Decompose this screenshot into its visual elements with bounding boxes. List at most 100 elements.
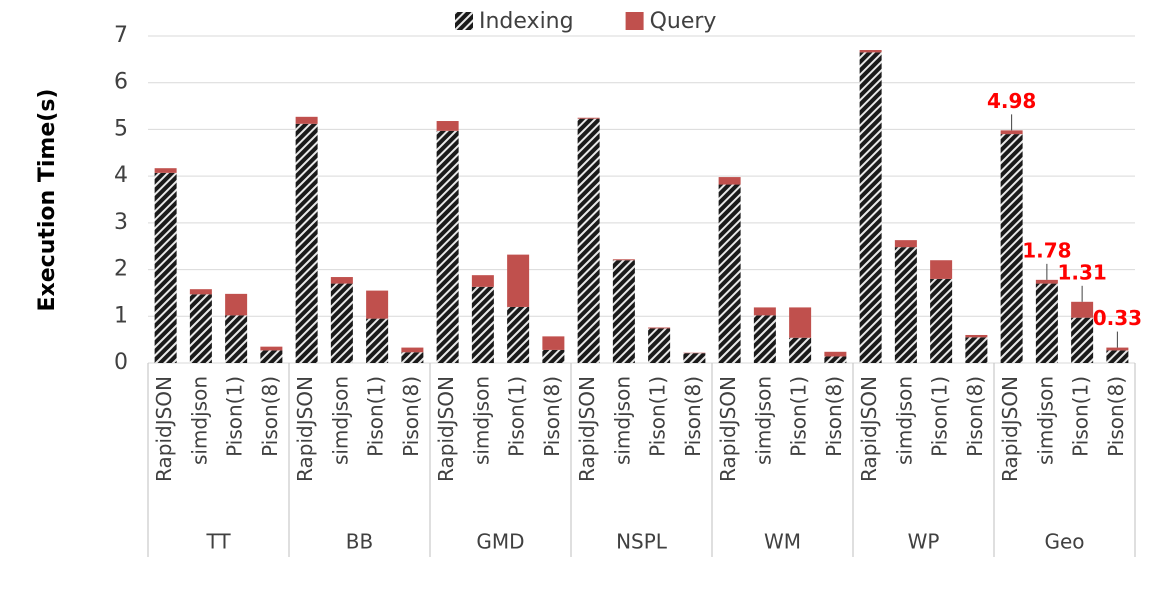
y-tick-label: 6	[114, 70, 128, 95]
group-label: GMD	[476, 530, 524, 554]
bar-segment	[190, 289, 212, 294]
x-tick-label: RapidJSON	[716, 376, 740, 482]
y-tick-label: 1	[114, 303, 128, 328]
group-label: TT	[205, 530, 231, 554]
bar-segment	[895, 247, 917, 363]
x-tick-label: simdjson	[469, 376, 493, 465]
bar-segment	[542, 336, 564, 350]
x-tick-label: Pison(1)	[223, 376, 247, 457]
bar-segment	[754, 307, 776, 315]
legend-swatch	[626, 12, 644, 30]
bar-segment	[1036, 284, 1058, 363]
bar-segment	[1001, 130, 1023, 134]
x-tick-label: simdjson	[610, 376, 634, 465]
bar-segment	[225, 294, 247, 315]
bar-segment	[895, 240, 917, 247]
bar-segment	[648, 327, 670, 328]
bar-segment	[472, 287, 494, 363]
legend-swatch	[455, 12, 473, 30]
data-label: 1.31	[1057, 260, 1106, 284]
x-tick-label: Pison(1)	[787, 376, 811, 457]
x-tick-label: simdjson	[187, 376, 211, 465]
x-tick-label: Pison(8)	[258, 376, 282, 457]
bar-segment	[401, 348, 423, 353]
bar-segment	[331, 277, 353, 284]
bar-segment	[965, 335, 987, 337]
y-tick-label: 4	[114, 163, 128, 188]
bar-segment	[542, 350, 564, 363]
bar-segment	[860, 50, 882, 52]
data-label: 0.33	[1093, 306, 1142, 330]
x-tick-label: simdjson	[1033, 376, 1057, 465]
bar-segment	[437, 121, 459, 131]
bar-segment	[930, 260, 952, 279]
bar-segment	[860, 52, 882, 363]
bar-segment	[155, 173, 177, 363]
bar-segment	[789, 338, 811, 363]
bar-segment	[296, 117, 318, 124]
bar-segment	[260, 350, 282, 363]
bar-segment	[824, 356, 846, 363]
x-tick-label: RapidJSON	[293, 376, 317, 482]
x-tick-label: Pison(1)	[928, 376, 952, 457]
bar-segment	[930, 279, 952, 363]
bar-segment	[260, 347, 282, 351]
group-label: NSPL	[616, 530, 668, 554]
bar-segment	[366, 319, 388, 363]
y-tick-label: 5	[114, 116, 128, 141]
x-tick-label: RapidJSON	[152, 376, 176, 482]
x-tick-label: RapidJSON	[434, 376, 458, 482]
group-label: WP	[908, 530, 940, 554]
bar-segment	[613, 259, 635, 260]
x-tick-label: Pison(8)	[681, 376, 705, 457]
bar-segment	[190, 294, 212, 363]
x-tick-label: Pison(8)	[963, 376, 987, 457]
bar-segment	[719, 177, 741, 184]
bar-segment	[1071, 302, 1093, 318]
y-tick-label: 7	[114, 23, 128, 48]
group-label: Geo	[1044, 530, 1084, 554]
bar-segment	[331, 284, 353, 363]
bar-segment	[578, 119, 600, 363]
x-tick-label: Pison(8)	[822, 376, 846, 457]
group-label: BB	[346, 530, 373, 554]
x-tick-label: simdjson	[751, 376, 775, 465]
y-tick-label: 3	[114, 210, 128, 235]
x-tick-label: Pison(1)	[1069, 376, 1093, 457]
bar-segment	[366, 291, 388, 319]
bar-segment	[437, 131, 459, 363]
bar-segment	[1106, 350, 1128, 363]
bar-segment	[824, 352, 846, 357]
x-tick-label: Pison(8)	[540, 376, 564, 457]
bar-segment	[472, 275, 494, 287]
bar-segment	[1071, 318, 1093, 363]
legend-label: Query	[650, 9, 717, 34]
bar-segment	[296, 124, 318, 363]
y-tick-label: 2	[114, 257, 128, 282]
bar-segment	[613, 260, 635, 363]
legend-label: Indexing	[479, 9, 574, 34]
x-tick-label: RapidJSON	[857, 376, 881, 482]
bar-segment	[719, 185, 741, 363]
bar-segment	[155, 168, 177, 173]
bar-segment	[1106, 348, 1128, 351]
data-label: 4.98	[987, 89, 1036, 113]
bar-segment	[965, 337, 987, 363]
data-label: 1.78	[1022, 238, 1071, 262]
bar-segment	[683, 353, 705, 363]
y-tick-label: 0	[114, 350, 128, 375]
bar-segment	[578, 118, 600, 119]
bar-segment	[225, 315, 247, 363]
x-tick-label: simdjson	[328, 376, 352, 465]
y-axis-label: Execution Time(s)	[35, 89, 60, 312]
bar-segment	[401, 352, 423, 363]
x-tick-label: Pison(1)	[364, 376, 388, 457]
bar-segment	[789, 307, 811, 337]
group-label: WM	[764, 530, 801, 554]
bar-segment	[507, 307, 529, 363]
x-tick-label: RapidJSON	[575, 376, 599, 482]
x-tick-label: Pison(8)	[399, 376, 423, 457]
x-tick-label: RapidJSON	[998, 376, 1022, 482]
bar-segment	[1001, 134, 1023, 363]
